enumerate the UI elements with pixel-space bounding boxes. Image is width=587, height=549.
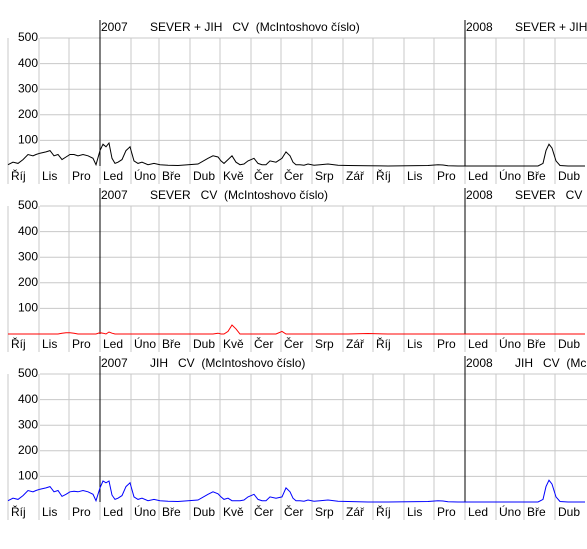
x-tick-label: Říj [11, 168, 26, 183]
x-tick-label: Čer [254, 336, 273, 351]
x-tick-label: Lis [42, 337, 57, 351]
year-label: 2007 [101, 356, 128, 370]
year-label: 2007 [101, 188, 128, 202]
x-tick-label: Říj [11, 504, 26, 519]
x-tick-label: Dub [193, 505, 215, 519]
year-label: 2008 [466, 188, 493, 202]
x-tick-label: Pro [72, 505, 91, 519]
x-tick-label: Úno [134, 336, 156, 351]
x-tick-label: Kvě [223, 169, 244, 183]
x-tick-label: Zář [346, 337, 365, 351]
x-tick-label: Lis [407, 337, 422, 351]
x-tick-label: Čer [284, 168, 303, 183]
chart-title: JIH CV (McIntoshovo číslo) [515, 356, 587, 370]
x-tick-label: Čer [284, 336, 303, 351]
x-tick-label: Úno [499, 504, 521, 519]
x-tick-label: Bře [162, 169, 181, 183]
y-tick-label: 200 [18, 443, 38, 457]
x-tick-label: Pro [72, 169, 91, 183]
y-tick-label: 100 [18, 301, 38, 315]
x-tick-label: Srp [315, 505, 334, 519]
x-tick-label: Pro [437, 337, 456, 351]
y-tick-label: 400 [18, 392, 38, 406]
x-tick-label: Říj [376, 504, 391, 519]
x-tick-label: Kvě [223, 337, 244, 351]
x-tick-label: Říj [11, 336, 26, 351]
x-tick-label: Říj [376, 168, 391, 183]
x-tick-label: Bře [527, 169, 546, 183]
year-label: 2007 [101, 20, 128, 34]
x-tick-label: Bře [162, 337, 181, 351]
x-tick-label: Zář [346, 169, 365, 183]
x-tick-label: Říj [376, 336, 391, 351]
x-tick-label: Srp [315, 169, 334, 183]
x-tick-label: Úno [134, 168, 156, 183]
chart-title: SEVER + JIH CV (McIntoshovo číslo) [515, 20, 587, 34]
x-tick-label: Led [468, 337, 488, 351]
x-tick-label: Led [468, 169, 488, 183]
series-line [7, 479, 585, 503]
x-tick-label: Úno [134, 504, 156, 519]
x-tick-label: Dub [193, 337, 215, 351]
y-tick-label: 200 [18, 275, 38, 289]
x-tick-label: Dub [193, 169, 215, 183]
chart-title: SEVER CV (McIntoshovo číslo) [515, 188, 587, 202]
x-tick-label: Srp [315, 337, 334, 351]
chart-title: SEVER + JIH CV (McIntoshovo číslo) [150, 20, 360, 34]
y-tick-label: 400 [18, 56, 38, 70]
x-tick-label: Led [468, 505, 488, 519]
y-tick-label: 500 [18, 198, 38, 212]
series-line [8, 324, 585, 335]
x-tick-label: Bře [162, 505, 181, 519]
y-tick-label: 400 [18, 224, 38, 238]
x-tick-label: Led [103, 337, 123, 351]
x-tick-label: Zář [346, 505, 365, 519]
x-tick-label: Pro [437, 505, 456, 519]
y-tick-label: 100 [18, 133, 38, 147]
y-tick-label: 100 [18, 469, 38, 483]
y-tick-label: 500 [18, 30, 38, 44]
y-tick-label: 300 [18, 417, 38, 431]
x-tick-label: Lis [42, 505, 57, 519]
x-tick-label: Lis [407, 505, 422, 519]
x-tick-label: Led [103, 505, 123, 519]
y-tick-label: 300 [18, 81, 38, 95]
chart-title: JIH CV (McIntoshovo číslo) [150, 356, 305, 370]
year-label: 2008 [466, 20, 493, 34]
y-tick-label: 200 [18, 107, 38, 121]
x-tick-label: Pro [72, 337, 91, 351]
y-tick-label: 300 [18, 249, 38, 263]
x-tick-label: Kvě [223, 505, 244, 519]
series-line [7, 141, 585, 167]
x-tick-label: Dub [558, 505, 580, 519]
chart-title: SEVER CV (McIntoshovo číslo) [150, 188, 328, 202]
x-tick-label: Čer [284, 504, 303, 519]
y-tick-label: 500 [18, 366, 38, 380]
x-tick-label: Bře [527, 337, 546, 351]
x-tick-label: Dub [558, 169, 580, 183]
x-tick-label: Úno [499, 168, 521, 183]
x-tick-label: Dub [558, 337, 580, 351]
x-tick-label: Pro [437, 169, 456, 183]
year-label: 2008 [466, 356, 493, 370]
x-tick-label: Úno [499, 336, 521, 351]
x-tick-label: Čer [254, 504, 273, 519]
x-tick-label: Čer [254, 168, 273, 183]
x-tick-label: Bře [527, 505, 546, 519]
x-tick-label: Led [103, 169, 123, 183]
x-tick-label: Lis [407, 169, 422, 183]
x-tick-label: Lis [42, 169, 57, 183]
